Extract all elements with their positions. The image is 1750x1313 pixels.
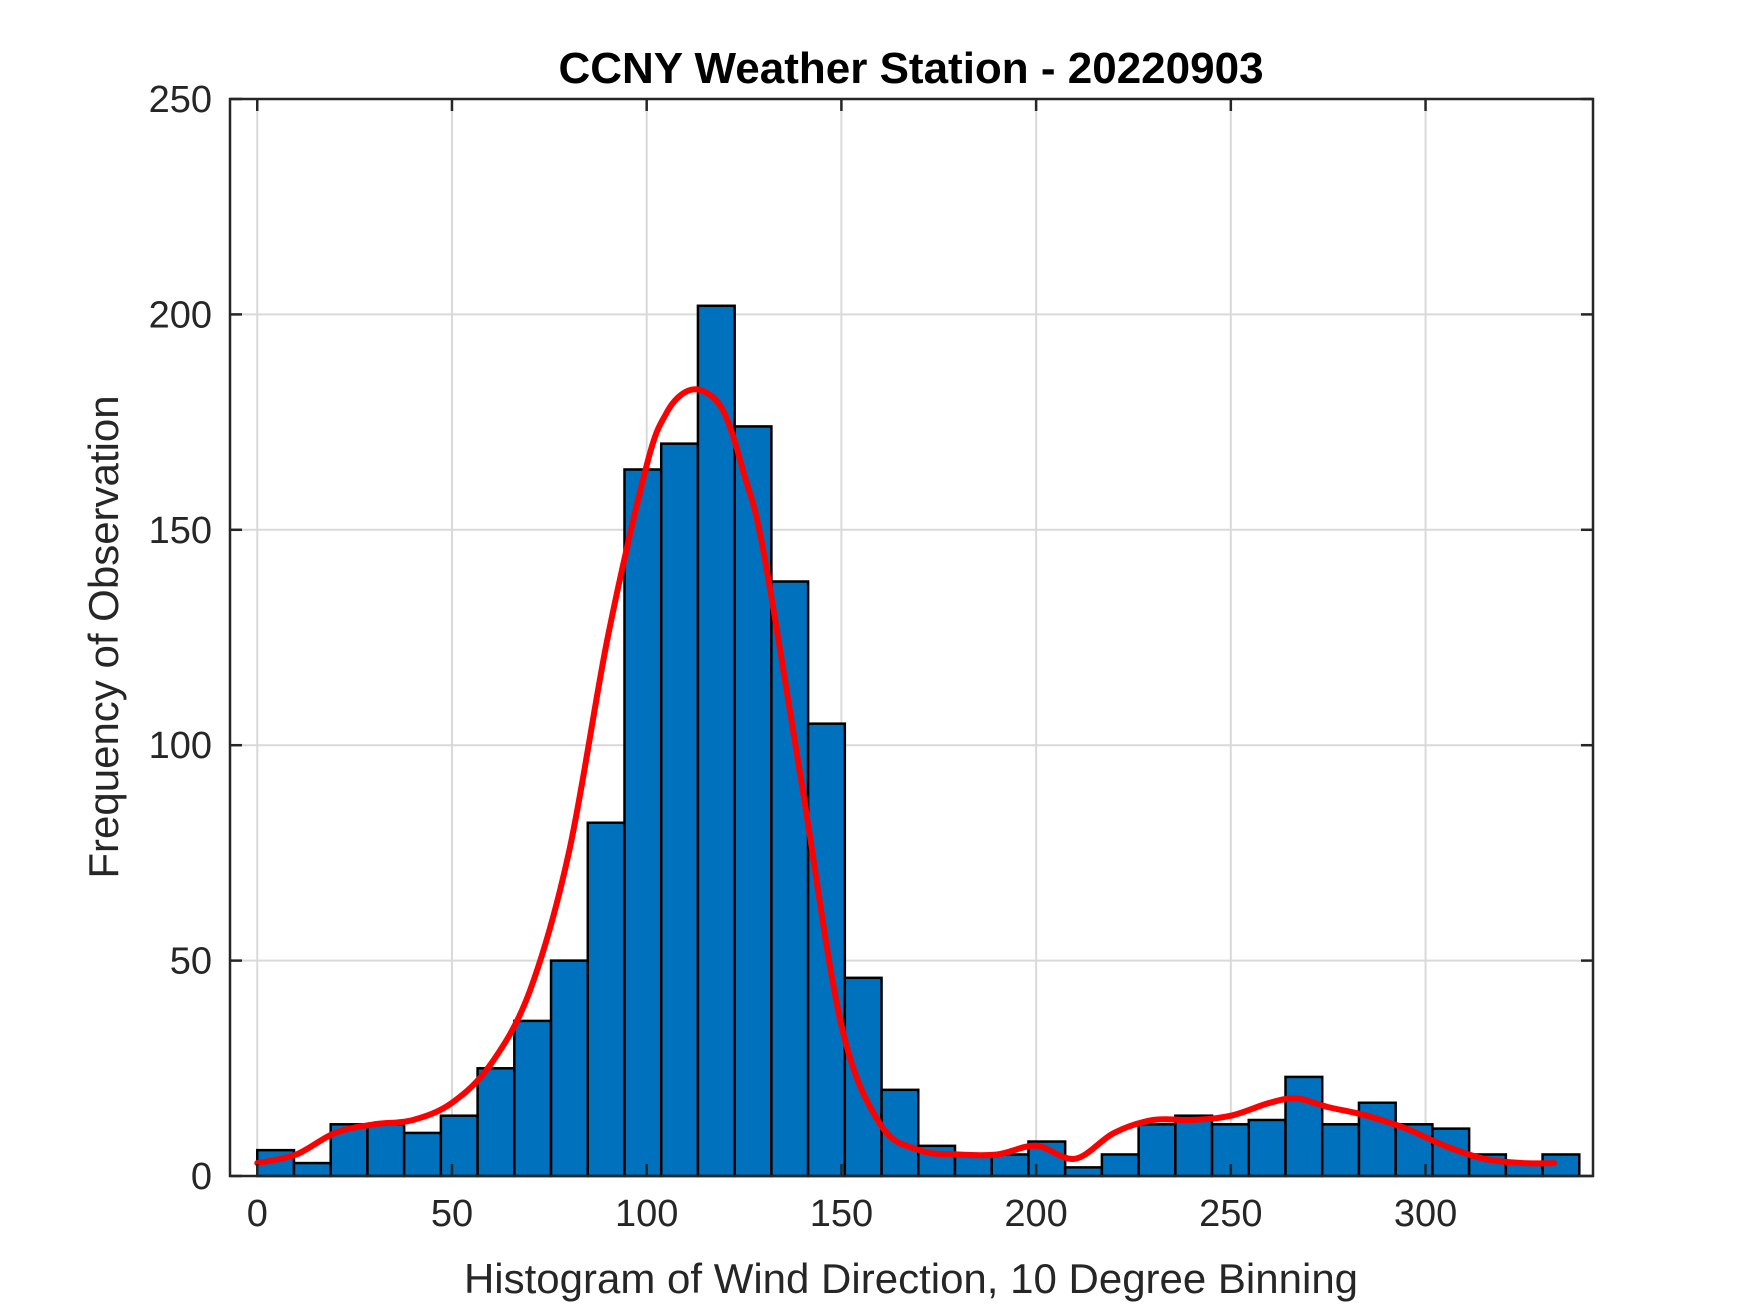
fit-curve-group bbox=[254, 386, 1558, 1167]
bar-9 bbox=[586, 821, 626, 1178]
x-tick-label-0: 0 bbox=[247, 1193, 268, 1235]
axis-ticks: 0 50 100 150 200 250 300 0 50 100 150 200 250 bbox=[149, 79, 1593, 1235]
bar-16 bbox=[843, 976, 883, 1178]
bar-13 bbox=[733, 425, 773, 1178]
x-tick-label-150: 150 bbox=[810, 1193, 873, 1235]
y-tick-label-250: 250 bbox=[149, 79, 212, 121]
bar-20 bbox=[990, 1153, 1030, 1178]
plot-frame bbox=[228, 97, 1595, 1178]
bar-10 bbox=[623, 468, 663, 1178]
bar-8 bbox=[549, 959, 590, 1178]
bar-23 bbox=[1100, 1153, 1140, 1178]
x-tick-label-250: 250 bbox=[1199, 1193, 1262, 1235]
bar-12 bbox=[696, 304, 736, 1178]
bar-29 bbox=[1320, 1123, 1361, 1178]
x-tick-label-100: 100 bbox=[615, 1193, 678, 1235]
x-tick-label-50: 50 bbox=[431, 1193, 473, 1235]
chart-title: CCNY Weather Station - 20220903 bbox=[558, 44, 1263, 93]
x-tick-label-200: 200 bbox=[1004, 1193, 1067, 1235]
bar-11 bbox=[659, 442, 700, 1178]
y-axis-label: Frequency of Observation bbox=[80, 395, 127, 878]
bar-4 bbox=[402, 1131, 443, 1178]
bar-6 bbox=[476, 1067, 516, 1178]
x-axis-label: Histogram of Wind Direction, 10 Degree B… bbox=[464, 1255, 1358, 1302]
y-tick-label-100: 100 bbox=[149, 725, 212, 767]
bar-5 bbox=[439, 1114, 479, 1178]
plot-area bbox=[230, 99, 1593, 1176]
y-tick-label-50: 50 bbox=[170, 941, 212, 983]
bar-22 bbox=[1063, 1166, 1104, 1178]
bar-3 bbox=[366, 1123, 406, 1178]
bar-1 bbox=[292, 1161, 332, 1178]
x-tick-label-300: 300 bbox=[1394, 1193, 1457, 1235]
bar-25 bbox=[1174, 1114, 1214, 1178]
y-tick-label-0: 0 bbox=[191, 1156, 212, 1198]
bar-28 bbox=[1284, 1075, 1324, 1178]
y-tick-label-200: 200 bbox=[149, 294, 212, 336]
y-tick-label-150: 150 bbox=[149, 510, 212, 552]
fit-curve-line bbox=[254, 386, 1558, 1167]
bar-7 bbox=[513, 1019, 553, 1178]
bar-14 bbox=[770, 580, 810, 1178]
bar-27 bbox=[1247, 1118, 1287, 1178]
bar-24 bbox=[1137, 1123, 1177, 1178]
